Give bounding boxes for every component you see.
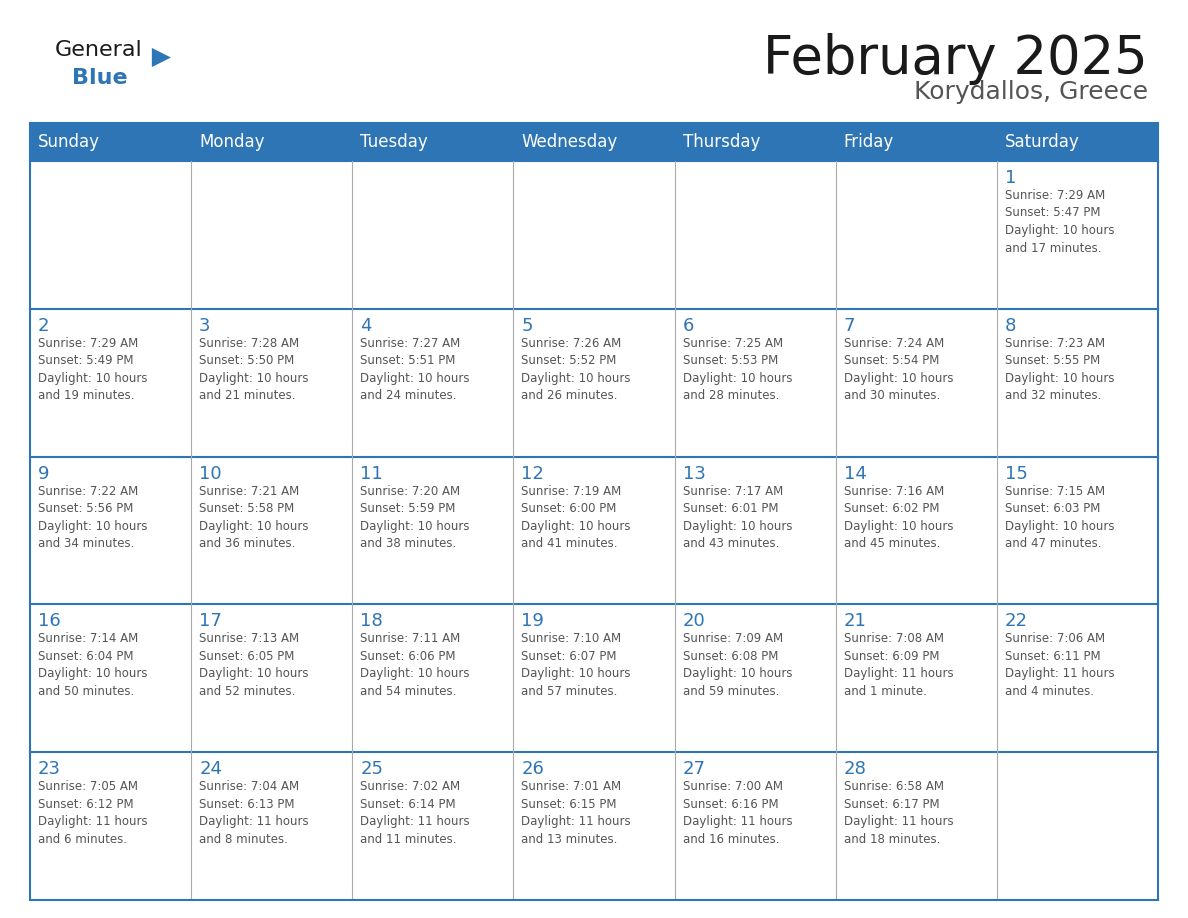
Text: 5: 5 (522, 317, 533, 335)
Text: Sunrise: 7:28 AM
Sunset: 5:50 PM
Daylight: 10 hours
and 21 minutes.: Sunrise: 7:28 AM Sunset: 5:50 PM Dayligh… (200, 337, 309, 402)
Text: Sunrise: 7:05 AM
Sunset: 6:12 PM
Daylight: 11 hours
and 6 minutes.: Sunrise: 7:05 AM Sunset: 6:12 PM Dayligh… (38, 780, 147, 845)
Text: Sunrise: 7:24 AM
Sunset: 5:54 PM
Daylight: 10 hours
and 30 minutes.: Sunrise: 7:24 AM Sunset: 5:54 PM Dayligh… (843, 337, 953, 402)
Text: 11: 11 (360, 465, 383, 483)
Text: Sunrise: 7:17 AM
Sunset: 6:01 PM
Daylight: 10 hours
and 43 minutes.: Sunrise: 7:17 AM Sunset: 6:01 PM Dayligh… (683, 485, 792, 550)
Text: General: General (55, 40, 143, 60)
Text: 21: 21 (843, 612, 866, 631)
Text: ◀: ◀ (152, 44, 171, 68)
Bar (30, 123, 1158, 161)
Text: 4: 4 (360, 317, 372, 335)
Text: 13: 13 (683, 465, 706, 483)
Text: Korydallos, Greece: Korydallos, Greece (914, 80, 1148, 104)
Text: Sunrise: 7:06 AM
Sunset: 6:11 PM
Daylight: 11 hours
and 4 minutes.: Sunrise: 7:06 AM Sunset: 6:11 PM Dayligh… (1005, 633, 1114, 698)
Bar (30, 123, 1158, 900)
Text: Saturday: Saturday (1005, 133, 1080, 151)
Text: Sunrise: 7:16 AM
Sunset: 6:02 PM
Daylight: 10 hours
and 45 minutes.: Sunrise: 7:16 AM Sunset: 6:02 PM Dayligh… (843, 485, 953, 550)
Text: 20: 20 (683, 612, 706, 631)
Text: Sunrise: 7:21 AM
Sunset: 5:58 PM
Daylight: 10 hours
and 36 minutes.: Sunrise: 7:21 AM Sunset: 5:58 PM Dayligh… (200, 485, 309, 550)
Text: 18: 18 (360, 612, 383, 631)
Text: Thursday: Thursday (683, 133, 760, 151)
Text: Sunrise: 7:11 AM
Sunset: 6:06 PM
Daylight: 10 hours
and 54 minutes.: Sunrise: 7:11 AM Sunset: 6:06 PM Dayligh… (360, 633, 469, 698)
Text: Sunrise: 7:20 AM
Sunset: 5:59 PM
Daylight: 10 hours
and 38 minutes.: Sunrise: 7:20 AM Sunset: 5:59 PM Dayligh… (360, 485, 469, 550)
Text: Sunrise: 7:08 AM
Sunset: 6:09 PM
Daylight: 11 hours
and 1 minute.: Sunrise: 7:08 AM Sunset: 6:09 PM Dayligh… (843, 633, 953, 698)
Text: Sunrise: 7:09 AM
Sunset: 6:08 PM
Daylight: 10 hours
and 59 minutes.: Sunrise: 7:09 AM Sunset: 6:08 PM Dayligh… (683, 633, 792, 698)
Text: 22: 22 (1005, 612, 1028, 631)
Text: Sunrise: 7:27 AM
Sunset: 5:51 PM
Daylight: 10 hours
and 24 minutes.: Sunrise: 7:27 AM Sunset: 5:51 PM Dayligh… (360, 337, 469, 402)
Text: 1: 1 (1005, 169, 1016, 187)
Text: Wednesday: Wednesday (522, 133, 618, 151)
Text: Sunrise: 7:29 AM
Sunset: 5:49 PM
Daylight: 10 hours
and 19 minutes.: Sunrise: 7:29 AM Sunset: 5:49 PM Dayligh… (38, 337, 147, 402)
Text: Sunrise: 7:10 AM
Sunset: 6:07 PM
Daylight: 10 hours
and 57 minutes.: Sunrise: 7:10 AM Sunset: 6:07 PM Dayligh… (522, 633, 631, 698)
Text: Sunrise: 7:04 AM
Sunset: 6:13 PM
Daylight: 11 hours
and 8 minutes.: Sunrise: 7:04 AM Sunset: 6:13 PM Dayligh… (200, 780, 309, 845)
Text: 10: 10 (200, 465, 222, 483)
Text: 2: 2 (38, 317, 50, 335)
Text: 28: 28 (843, 760, 866, 778)
Text: Sunrise: 7:25 AM
Sunset: 5:53 PM
Daylight: 10 hours
and 28 minutes.: Sunrise: 7:25 AM Sunset: 5:53 PM Dayligh… (683, 337, 792, 402)
Text: February 2025: February 2025 (763, 33, 1148, 85)
Text: Friday: Friday (843, 133, 893, 151)
Text: Sunrise: 7:15 AM
Sunset: 6:03 PM
Daylight: 10 hours
and 47 minutes.: Sunrise: 7:15 AM Sunset: 6:03 PM Dayligh… (1005, 485, 1114, 550)
Text: 7: 7 (843, 317, 855, 335)
Text: 24: 24 (200, 760, 222, 778)
Text: Sunrise: 7:22 AM
Sunset: 5:56 PM
Daylight: 10 hours
and 34 minutes.: Sunrise: 7:22 AM Sunset: 5:56 PM Dayligh… (38, 485, 147, 550)
Text: Sunrise: 7:26 AM
Sunset: 5:52 PM
Daylight: 10 hours
and 26 minutes.: Sunrise: 7:26 AM Sunset: 5:52 PM Dayligh… (522, 337, 631, 402)
Text: Tuesday: Tuesday (360, 133, 428, 151)
Text: Sunrise: 7:00 AM
Sunset: 6:16 PM
Daylight: 11 hours
and 16 minutes.: Sunrise: 7:00 AM Sunset: 6:16 PM Dayligh… (683, 780, 792, 845)
Text: 15: 15 (1005, 465, 1028, 483)
Text: 23: 23 (38, 760, 61, 778)
Text: Sunrise: 7:19 AM
Sunset: 6:00 PM
Daylight: 10 hours
and 41 minutes.: Sunrise: 7:19 AM Sunset: 6:00 PM Dayligh… (522, 485, 631, 550)
Text: 25: 25 (360, 760, 384, 778)
Text: Sunrise: 7:14 AM
Sunset: 6:04 PM
Daylight: 10 hours
and 50 minutes.: Sunrise: 7:14 AM Sunset: 6:04 PM Dayligh… (38, 633, 147, 698)
Text: Sunrise: 7:29 AM
Sunset: 5:47 PM
Daylight: 10 hours
and 17 minutes.: Sunrise: 7:29 AM Sunset: 5:47 PM Dayligh… (1005, 189, 1114, 254)
Text: Sunrise: 7:02 AM
Sunset: 6:14 PM
Daylight: 11 hours
and 11 minutes.: Sunrise: 7:02 AM Sunset: 6:14 PM Dayligh… (360, 780, 470, 845)
Text: 12: 12 (522, 465, 544, 483)
Text: Sunrise: 7:01 AM
Sunset: 6:15 PM
Daylight: 11 hours
and 13 minutes.: Sunrise: 7:01 AM Sunset: 6:15 PM Dayligh… (522, 780, 631, 845)
Text: 3: 3 (200, 317, 210, 335)
Text: 19: 19 (522, 612, 544, 631)
Text: 16: 16 (38, 612, 61, 631)
Text: 27: 27 (683, 760, 706, 778)
Text: 26: 26 (522, 760, 544, 778)
Text: 8: 8 (1005, 317, 1016, 335)
Text: Sunrise: 7:13 AM
Sunset: 6:05 PM
Daylight: 10 hours
and 52 minutes.: Sunrise: 7:13 AM Sunset: 6:05 PM Dayligh… (200, 633, 309, 698)
Text: 17: 17 (200, 612, 222, 631)
Text: 6: 6 (683, 317, 694, 335)
Text: Sunday: Sunday (38, 133, 100, 151)
Text: 9: 9 (38, 465, 50, 483)
Text: Sunrise: 6:58 AM
Sunset: 6:17 PM
Daylight: 11 hours
and 18 minutes.: Sunrise: 6:58 AM Sunset: 6:17 PM Dayligh… (843, 780, 953, 845)
Text: Monday: Monday (200, 133, 265, 151)
Text: 14: 14 (843, 465, 866, 483)
Text: Sunrise: 7:23 AM
Sunset: 5:55 PM
Daylight: 10 hours
and 32 minutes.: Sunrise: 7:23 AM Sunset: 5:55 PM Dayligh… (1005, 337, 1114, 402)
Text: Blue: Blue (72, 68, 127, 88)
